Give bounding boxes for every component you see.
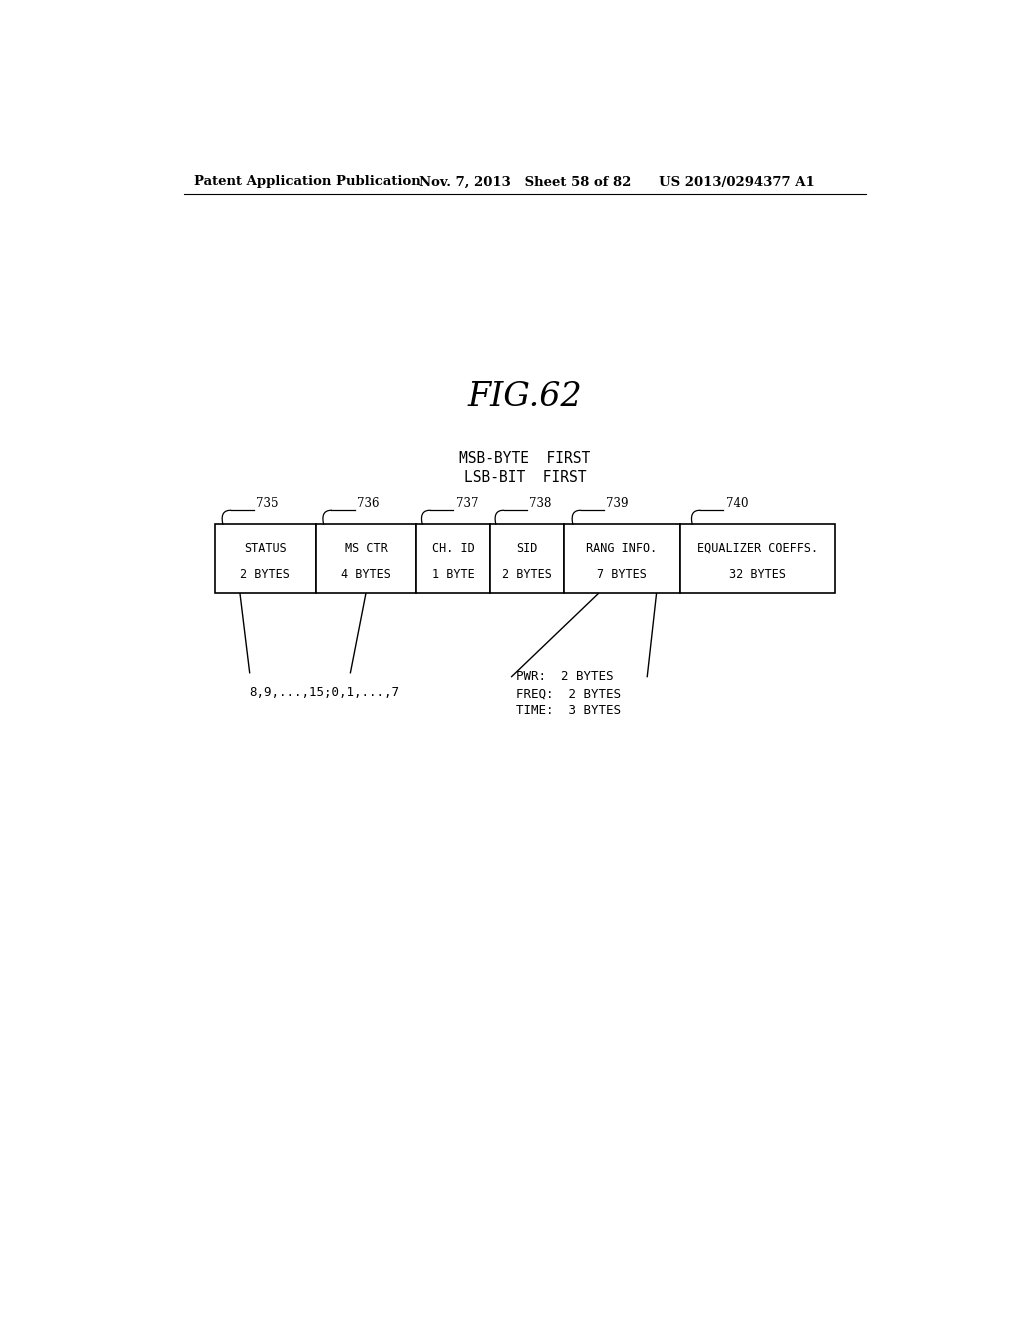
Text: 738: 738	[529, 496, 552, 510]
Text: 2 BYTES: 2 BYTES	[502, 568, 552, 581]
Text: Nov. 7, 2013   Sheet 58 of 82      US 2013/0294377 A1: Nov. 7, 2013 Sheet 58 of 82 US 2013/0294…	[419, 176, 814, 189]
Text: 739: 739	[606, 496, 629, 510]
Bar	[417, 524, 489, 594]
Text: 7 BYTES: 7 BYTES	[597, 568, 646, 581]
Text: LSB-BIT  FIRST: LSB-BIT FIRST	[464, 470, 586, 486]
Text: 2 BYTES: 2 BYTES	[241, 568, 290, 581]
Text: 735: 735	[256, 496, 279, 510]
Text: CH. ID: CH. ID	[432, 543, 474, 554]
Text: 8,9,...,15;0,1,...,7: 8,9,...,15;0,1,...,7	[250, 686, 399, 698]
Text: 32 BYTES: 32 BYTES	[729, 568, 785, 581]
Text: MS CTR: MS CTR	[344, 543, 387, 554]
Bar	[563, 524, 680, 594]
Text: 737: 737	[456, 496, 478, 510]
Text: FREQ:  2 BYTES: FREQ: 2 BYTES	[515, 688, 621, 701]
Text: 740: 740	[726, 496, 748, 510]
Bar	[315, 524, 417, 594]
Text: SID: SID	[516, 543, 538, 554]
Text: FIG.62: FIG.62	[467, 381, 583, 413]
Text: PWR:  2 BYTES: PWR: 2 BYTES	[515, 671, 613, 684]
Text: Patent Application Publication: Patent Application Publication	[194, 176, 421, 189]
Text: 1 BYTE: 1 BYTE	[432, 568, 474, 581]
Text: EQUALIZER COEFFS.: EQUALIZER COEFFS.	[696, 543, 818, 554]
Text: TIME:  3 BYTES: TIME: 3 BYTES	[515, 705, 621, 717]
Text: 4 BYTES: 4 BYTES	[341, 568, 391, 581]
Text: STATUS: STATUS	[244, 543, 287, 554]
Bar	[489, 524, 563, 594]
Bar	[215, 524, 315, 594]
Bar	[680, 524, 835, 594]
Text: RANG INFO.: RANG INFO.	[586, 543, 657, 554]
Text: 736: 736	[357, 496, 380, 510]
Text: MSB-BYTE  FIRST: MSB-BYTE FIRST	[459, 451, 591, 466]
